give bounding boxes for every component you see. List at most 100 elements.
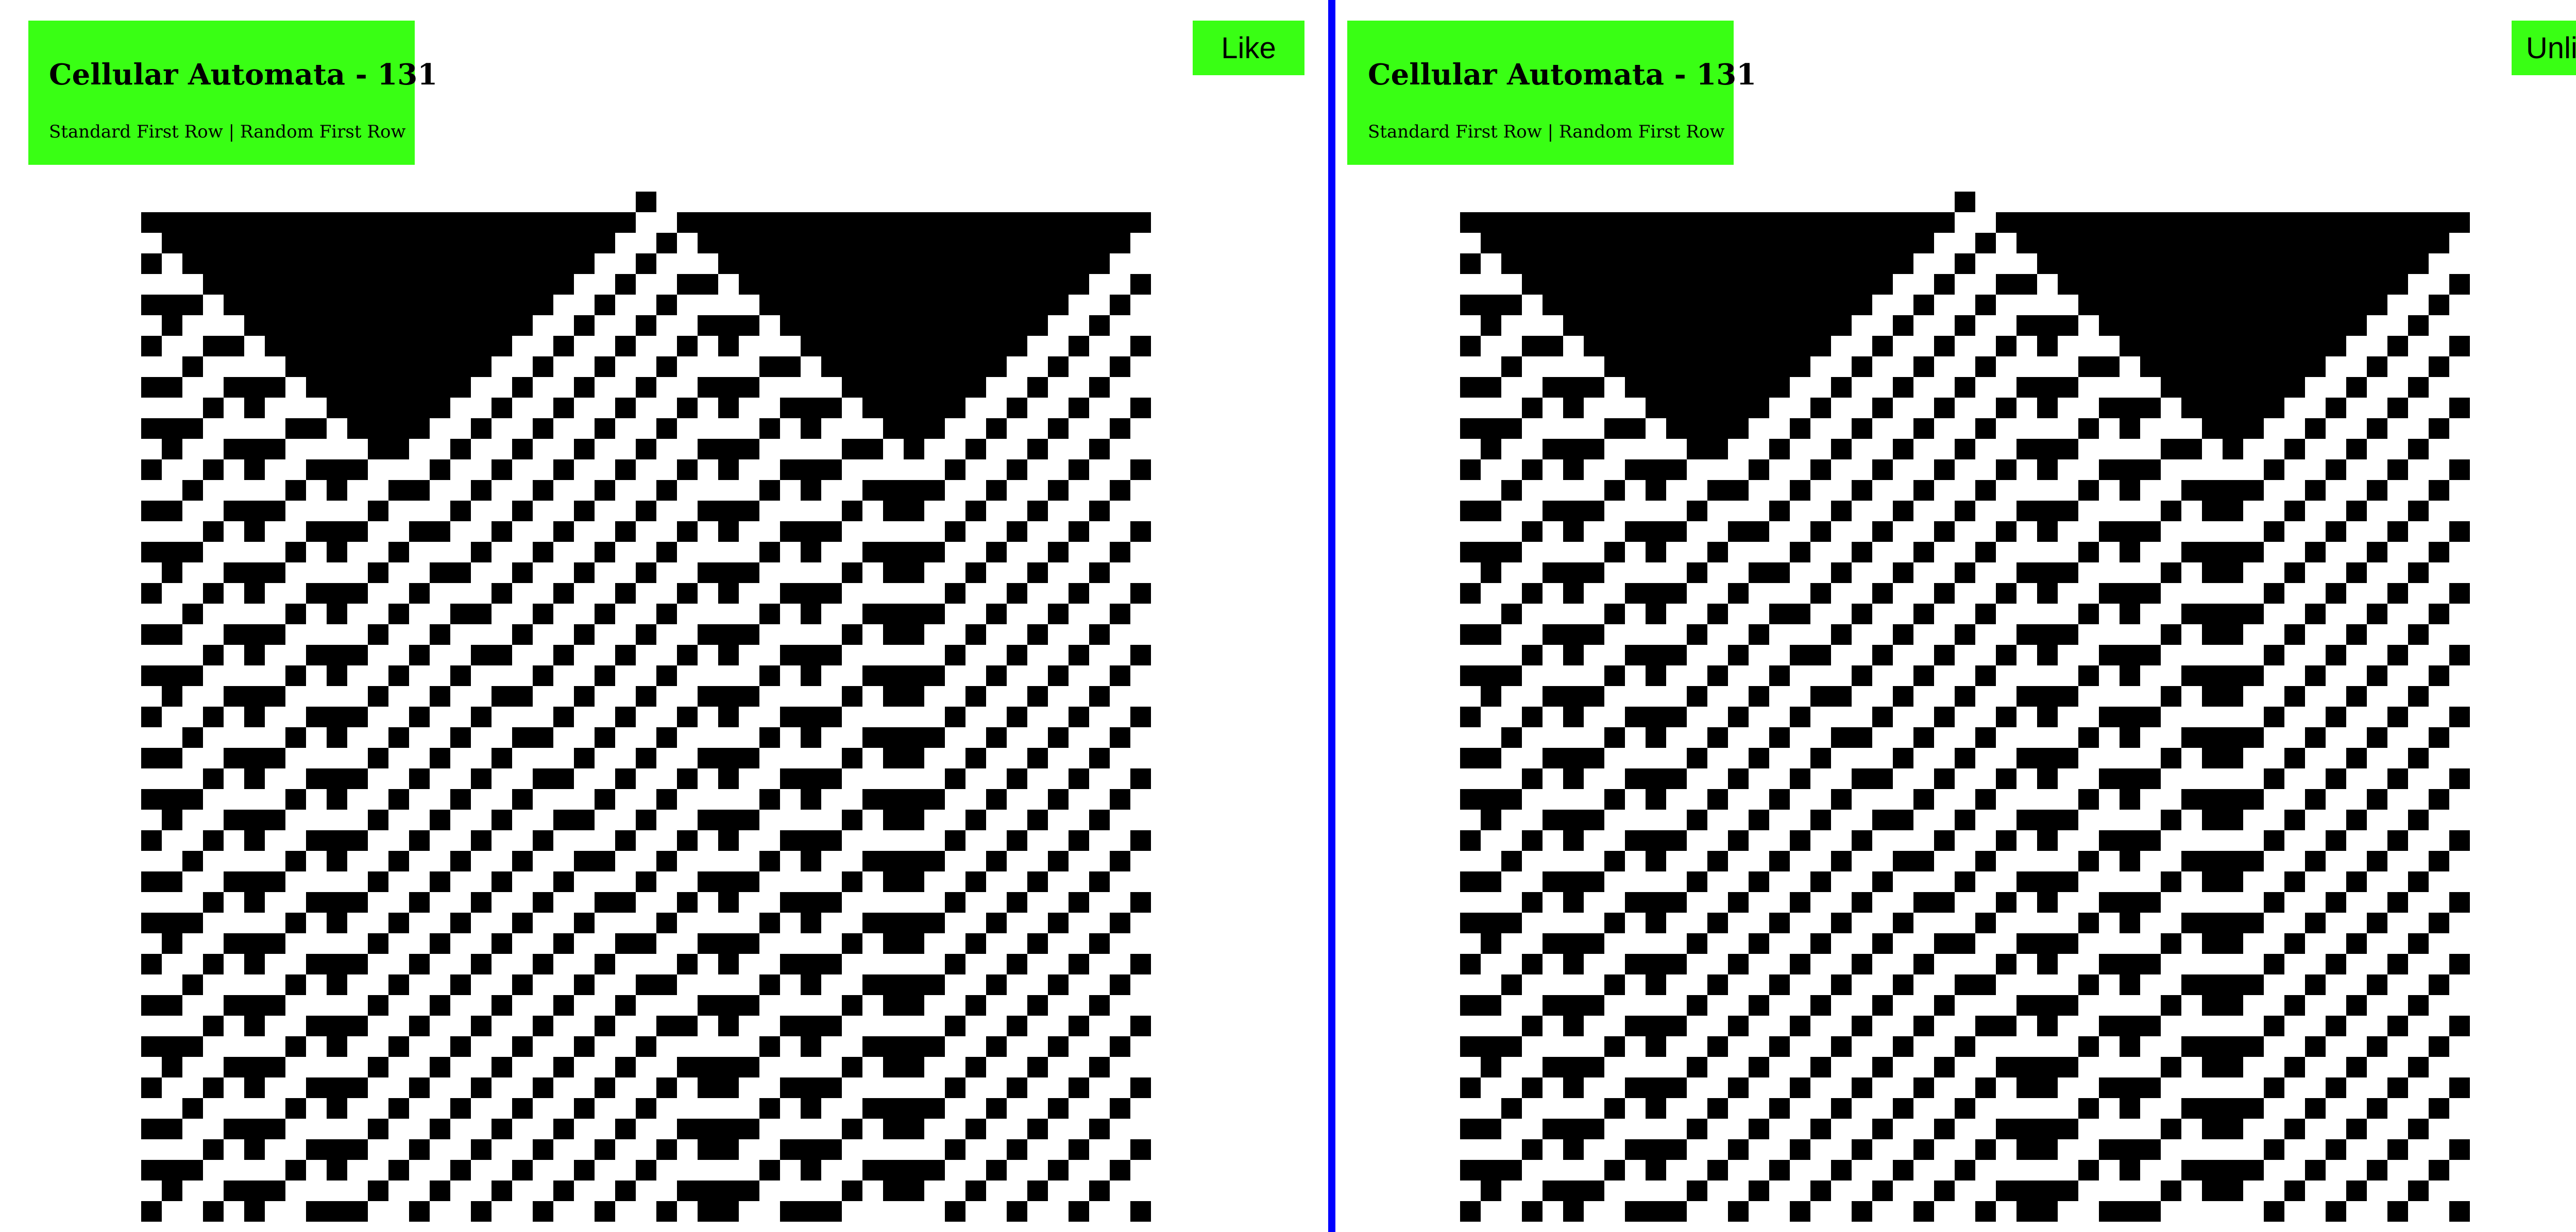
left-automaton-cell [1089, 377, 1110, 398]
right-automaton-cell [1996, 398, 2016, 418]
right-automaton-cell [1666, 768, 1687, 789]
right-automaton-cell [1646, 830, 1666, 851]
left-automaton-cell [759, 253, 780, 274]
right-automaton-cell [1790, 954, 1810, 974]
right-random-first-row-link[interactable]: Random First Row [1558, 122, 1725, 142]
right-automaton-cell [1460, 542, 1481, 562]
right-automaton-cell [1481, 1057, 1501, 1077]
right-automaton-cell [1563, 1016, 1584, 1036]
left-automaton-cell [718, 1180, 739, 1201]
left-automaton-cell [842, 315, 862, 336]
left-automaton-cell [1027, 315, 1048, 336]
right-automaton-cell [2223, 810, 2243, 830]
left-automaton-cell [388, 665, 409, 686]
right-automaton-cell [2202, 1160, 2223, 1180]
right-automaton-cell [2120, 521, 2140, 542]
right-automaton-cell [1604, 1098, 1625, 1119]
left-automaton-cell [430, 1119, 450, 1139]
left-automaton-cell [1110, 418, 1130, 439]
left-automaton-cell [1007, 212, 1027, 233]
right-automaton-cell [1584, 995, 1604, 1016]
left-automaton-cell [409, 768, 430, 789]
left-automaton-cell [718, 583, 739, 604]
left-automaton-cell [986, 295, 1007, 315]
right-automaton-cell [2202, 1036, 2223, 1057]
left-automaton-cell [1048, 1160, 1069, 1180]
left-automaton-cell [162, 933, 182, 954]
right-automaton-cell [2078, 604, 2099, 624]
left-automaton-cell [945, 645, 965, 665]
right-automaton-cell [1666, 892, 1687, 913]
like-button[interactable]: Like [1193, 21, 1304, 75]
right-automaton-cell [1790, 233, 1810, 253]
left-automaton-cell [512, 562, 533, 583]
right-automaton-cell [2367, 913, 2387, 933]
right-automaton-cell [1646, 1201, 1666, 1222]
left-automaton-cell [347, 830, 368, 851]
left-automaton-cell [306, 645, 327, 665]
left-automaton-cell [801, 851, 821, 871]
right-automaton-cell [2037, 1201, 2058, 1222]
right-automaton-cell [2099, 356, 2120, 377]
right-automaton-cell [1831, 789, 1852, 810]
right-automaton-cell [1810, 315, 1831, 336]
left-automaton-cell [306, 830, 327, 851]
right-automaton-cell [2326, 1139, 2346, 1160]
right-automaton-cell [1563, 212, 1584, 233]
left-automaton-cell [553, 810, 574, 830]
left-automaton-cell [203, 954, 224, 974]
right-automaton-cell [1563, 377, 1584, 398]
right-automaton-cell [1728, 1201, 1749, 1222]
right-automaton-cell [2037, 336, 2058, 356]
left-automaton-cell [492, 274, 512, 295]
left-automaton-cell [430, 562, 450, 583]
right-automaton-cell [2140, 336, 2161, 356]
left-automaton-cell [327, 913, 347, 933]
right-automaton-cell [1646, 480, 1666, 501]
left-automaton-cell [636, 624, 656, 645]
right-automaton-cell [1666, 274, 1687, 295]
left-automaton-cell [1130, 1016, 1151, 1036]
left-automaton-cell [347, 1139, 368, 1160]
right-automaton-cell [1687, 212, 1707, 233]
left-automaton-cell [1007, 830, 1027, 851]
right-automaton-cell [1707, 439, 1728, 459]
right-automaton-cell [1810, 336, 1831, 356]
left-random-first-row-link[interactable]: Random First Row [240, 122, 406, 142]
left-automaton-cell [327, 665, 347, 686]
right-automaton-cell [1666, 830, 1687, 851]
right-automaton-cell [1687, 233, 1707, 253]
right-automaton-cell [2140, 645, 2161, 665]
right-automaton-cell [2181, 356, 2202, 377]
right-automaton-cell [1893, 212, 1913, 233]
left-automaton-cell [801, 789, 821, 810]
right-automaton-cell [2140, 707, 2161, 727]
left-automaton-cell [883, 274, 904, 295]
right-automaton-cell [2037, 583, 2058, 604]
unlike-button[interactable]: Unlike [2512, 21, 2576, 75]
left-standard-first-row-link[interactable]: Standard First Row [49, 122, 223, 142]
right-automaton-cell [1501, 789, 1522, 810]
right-automaton-cell [2202, 377, 2223, 398]
right-automaton-cell [1604, 974, 1625, 995]
left-automaton-cell [285, 336, 306, 356]
left-automaton-cell [512, 1036, 533, 1057]
left-automaton-cell [285, 253, 306, 274]
left-automaton-cell [842, 748, 862, 768]
left-automaton-cell [677, 830, 698, 851]
left-automaton-cell [141, 418, 162, 439]
right-automaton-cell [1707, 851, 1728, 871]
right-automaton-cell [1563, 686, 1584, 707]
left-automaton-cell [182, 665, 203, 686]
left-automaton-cell [244, 1077, 265, 1098]
right-automaton-cell [2223, 418, 2243, 439]
right-automaton-cell [2037, 933, 2058, 954]
left-automaton-cell [368, 253, 388, 274]
left-automaton-cell [224, 336, 244, 356]
right-standard-first-row-link[interactable]: Standard First Row [1368, 122, 1542, 142]
right-automaton-cell [2058, 562, 2078, 583]
left-automaton-cell [1089, 995, 1110, 1016]
right-automaton-cell [1749, 253, 1769, 274]
left-automaton-cell [821, 336, 842, 356]
right-automaton-cell [2429, 727, 2449, 748]
